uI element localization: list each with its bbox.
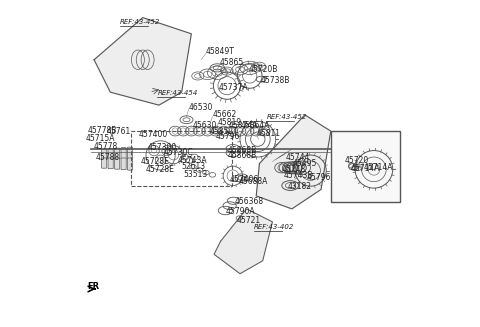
Bar (132, 131, 232, 186)
Text: REF:43-452: REF:43-452 (267, 114, 307, 120)
Text: 45778: 45778 (94, 142, 119, 151)
Text: 45864A: 45864A (240, 121, 270, 130)
Text: 45721: 45721 (237, 216, 261, 225)
FancyBboxPatch shape (128, 147, 132, 159)
Text: 45495: 45495 (292, 159, 317, 168)
Text: 45796: 45796 (216, 132, 240, 141)
Text: 45849T: 45849T (206, 47, 235, 56)
Polygon shape (94, 18, 192, 105)
Text: 52613: 52613 (181, 162, 206, 171)
FancyBboxPatch shape (108, 158, 113, 169)
Text: 45761: 45761 (107, 127, 132, 136)
Text: 45738B: 45738B (261, 76, 290, 85)
Text: 456368: 456368 (235, 197, 264, 206)
FancyBboxPatch shape (121, 158, 126, 170)
Text: 45743A: 45743A (178, 156, 207, 165)
Text: FR: FR (87, 282, 99, 291)
Text: 45868B: 45868B (228, 146, 257, 155)
Polygon shape (214, 209, 273, 274)
FancyBboxPatch shape (115, 158, 120, 169)
Text: 46530: 46530 (189, 103, 213, 112)
FancyBboxPatch shape (115, 148, 120, 159)
Text: 45819: 45819 (218, 118, 242, 127)
Text: 45720B: 45720B (249, 65, 278, 74)
Text: 45790A: 45790A (226, 207, 256, 216)
FancyBboxPatch shape (102, 158, 107, 168)
Text: 45720: 45720 (344, 156, 369, 165)
Text: 45728E: 45728E (141, 157, 170, 166)
Text: 45630: 45630 (193, 121, 217, 130)
FancyBboxPatch shape (108, 148, 113, 159)
Text: 45688A: 45688A (239, 177, 268, 186)
Text: 45788: 45788 (96, 153, 120, 162)
Text: 45662: 45662 (213, 111, 237, 119)
Text: 45743B: 45743B (284, 171, 313, 180)
Bar (331, 131, 400, 202)
Text: 53513: 53513 (183, 170, 208, 179)
Text: 45730C: 45730C (164, 148, 193, 157)
Text: REF:43-402: REF:43-402 (254, 224, 294, 230)
Polygon shape (256, 115, 331, 209)
Text: 45852T: 45852T (210, 127, 238, 136)
Text: 457400: 457400 (139, 130, 168, 140)
Text: 45874A: 45874A (229, 121, 258, 130)
FancyBboxPatch shape (121, 147, 126, 159)
Text: 45744: 45744 (286, 153, 310, 162)
Text: 45714A: 45714A (350, 164, 380, 173)
FancyBboxPatch shape (102, 149, 107, 159)
Text: 45714A: 45714A (363, 163, 393, 172)
Text: 45728E: 45728E (146, 165, 175, 174)
Text: 45796: 45796 (306, 173, 331, 182)
Text: 45737A: 45737A (219, 83, 249, 92)
Text: 45778B: 45778B (88, 126, 117, 135)
Text: 457406: 457406 (229, 175, 259, 184)
FancyBboxPatch shape (128, 158, 132, 170)
Text: 45868B: 45868B (228, 150, 257, 160)
Text: 43182: 43182 (288, 182, 312, 191)
Text: REF:43-454: REF:43-454 (157, 90, 198, 96)
Text: 45715A: 45715A (86, 134, 116, 143)
Text: 45865: 45865 (220, 59, 244, 67)
Text: 45748: 45748 (282, 164, 306, 174)
Text: 45811: 45811 (257, 129, 281, 139)
Text: 457300: 457300 (147, 144, 177, 152)
Text: REF:43-452: REF:43-452 (120, 20, 160, 26)
